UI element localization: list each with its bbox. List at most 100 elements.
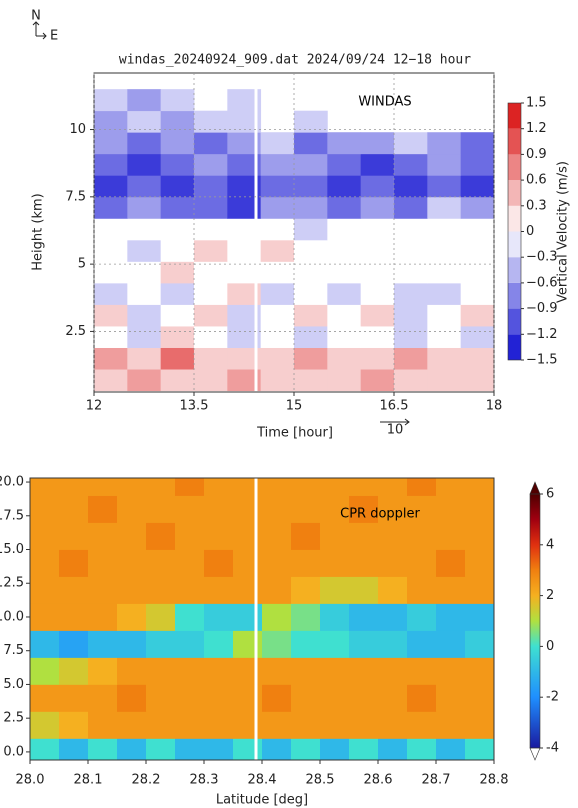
heatmap-cell — [204, 478, 234, 496]
colorbar-tick-label: 1.2 — [526, 121, 547, 136]
heatmap-cell — [360, 347, 395, 370]
heatmap-cell — [394, 369, 428, 392]
heatmap-cell — [294, 196, 328, 219]
heatmap-cell — [160, 175, 195, 198]
heatmap-cell — [160, 218, 195, 241]
heatmap-cell — [127, 175, 162, 198]
heatmap-cell — [394, 196, 428, 219]
heatmap-cell — [427, 175, 462, 198]
heatmap-cell — [294, 218, 328, 241]
colorbar-band — [508, 282, 521, 309]
colorbar-tick-label: −0.9 — [526, 301, 558, 316]
heatmap-cell — [175, 549, 205, 577]
heatmap-cell — [427, 369, 462, 392]
heatmap-cell — [349, 657, 379, 685]
colorbar — [530, 494, 540, 748]
compass-arrows — [32, 21, 47, 40]
heatmap-cell — [117, 684, 147, 712]
heatmap-cell — [320, 576, 350, 604]
heatmap-cell — [94, 153, 128, 176]
heatmap-cell — [227, 110, 262, 133]
heatmap-cell — [127, 218, 162, 241]
heatmap-cell — [94, 369, 128, 392]
heatmap-cell — [407, 603, 437, 631]
heatmap-cell — [465, 738, 494, 760]
colorbar-band — [508, 128, 521, 155]
x-tick-label: 28.3 — [190, 773, 219, 788]
heatmap-cell — [233, 478, 263, 496]
arrow-scale — [380, 418, 410, 426]
heatmap-cell — [127, 261, 162, 284]
heatmap-cell — [30, 630, 60, 658]
heatmap-cell — [294, 175, 328, 198]
heatmap-cell — [327, 153, 362, 176]
heatmap-cell — [30, 478, 60, 496]
heatmap-cell — [59, 478, 89, 496]
colorbar-tick-label: 4 — [546, 537, 554, 552]
heatmap-cell — [427, 347, 462, 370]
heatmap-cell — [233, 576, 263, 604]
heatmap-cell — [407, 549, 437, 577]
heatmap-cell — [436, 522, 466, 550]
colorbar-tick-label: −0.6 — [526, 275, 558, 290]
heatmap-cell — [360, 304, 395, 327]
y-tick-label: 5 — [78, 257, 86, 272]
y-tick-label: 10.0 — [0, 609, 24, 624]
heatmap-cell — [294, 261, 328, 284]
heatmap-cell — [407, 684, 437, 712]
heatmap-cell — [320, 549, 350, 577]
compass-e: E — [50, 29, 58, 44]
heatmap-cell — [175, 738, 205, 760]
heatmap-cell — [394, 175, 428, 198]
heatmap-cell — [30, 549, 60, 577]
heatmap-cell — [262, 684, 292, 712]
heatmap-cell — [260, 261, 295, 284]
heatmap-cell — [30, 711, 60, 739]
heatmap-cell — [59, 549, 89, 577]
heatmap-cell — [262, 630, 292, 658]
heatmap-cell — [260, 369, 295, 392]
heatmap-cell — [360, 175, 395, 198]
heatmap-cell — [407, 576, 437, 604]
heatmap-cell — [260, 218, 295, 241]
heatmap-cell — [127, 326, 162, 348]
heatmap-cell — [88, 711, 118, 739]
heatmap-cell — [194, 218, 228, 241]
heatmap-cell — [160, 282, 195, 305]
heatmap-cell — [88, 522, 118, 550]
heatmap-cell — [227, 175, 262, 198]
heatmap-cell — [194, 239, 228, 262]
colorbar-tick-label: 0.6 — [526, 173, 547, 188]
colorbar-tick-label: -2 — [546, 690, 559, 705]
heatmap-cell — [427, 132, 462, 155]
heatmap-cell — [327, 304, 362, 327]
heatmap-cell — [127, 196, 162, 219]
heatmap-cell — [88, 630, 118, 658]
heatmap-cell — [260, 196, 295, 219]
heatmap-cell — [465, 630, 494, 658]
heatmap-cell — [94, 304, 128, 327]
heatmap-cell — [117, 738, 147, 760]
heatmap-cell — [175, 495, 205, 523]
heatmap-cell — [160, 304, 195, 327]
heatmap-cell — [460, 304, 494, 327]
heatmap-cell — [160, 132, 195, 155]
heatmap-cell — [294, 132, 328, 155]
heatmap-cell — [30, 576, 60, 604]
heatmap-cell — [146, 549, 176, 577]
heatmap-cell — [175, 684, 205, 712]
heatmap-cell — [360, 326, 395, 348]
heatmap-cell — [460, 282, 494, 305]
heatmap-cell — [320, 603, 350, 631]
heatmap-cell — [30, 738, 60, 760]
heatmap-cell — [194, 347, 228, 370]
heatmap — [30, 478, 494, 760]
heatmap-cell — [127, 239, 162, 262]
heatmap-cell — [349, 603, 379, 631]
heatmap-cell — [349, 576, 379, 604]
heatmap-cell — [291, 576, 321, 604]
heatmap-cell — [360, 261, 395, 284]
colorbar-tick-label: -4 — [546, 741, 559, 756]
heatmap-cell — [260, 282, 295, 305]
heatmap-cell — [260, 153, 295, 176]
